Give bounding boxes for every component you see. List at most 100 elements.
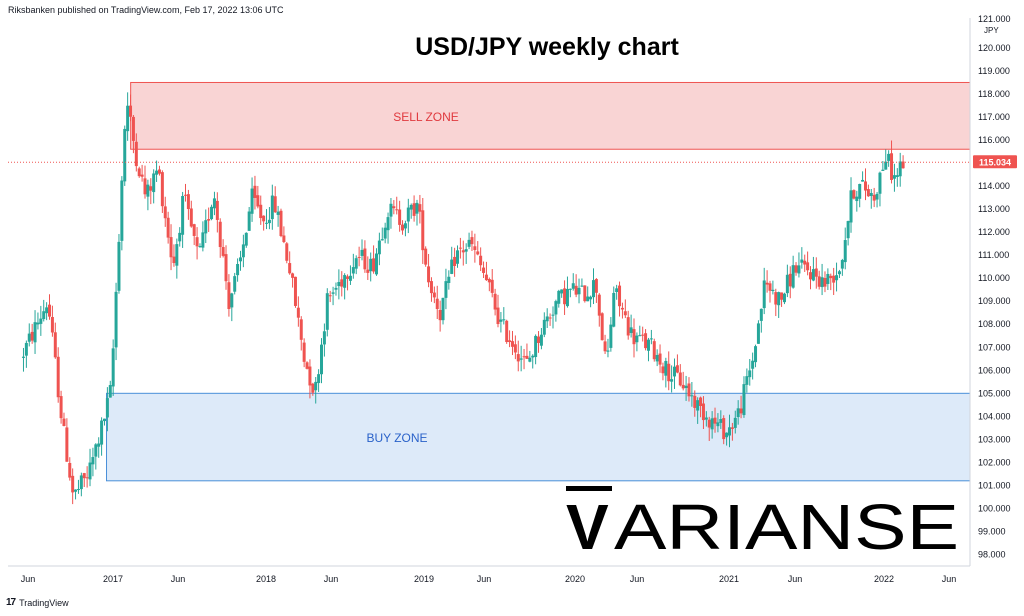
candle-body	[250, 188, 254, 214]
candle-body	[730, 427, 734, 429]
candle-body	[424, 248, 428, 265]
candle-body	[892, 175, 896, 179]
candle-body	[458, 247, 462, 249]
candle-body	[661, 366, 665, 374]
candle-body	[56, 356, 60, 398]
candle-body	[285, 243, 289, 261]
candle-body	[160, 172, 164, 207]
candle-body	[794, 265, 798, 273]
candle-body	[453, 256, 457, 266]
candle-body	[247, 211, 251, 231]
candle-body	[33, 322, 37, 343]
y-tick-label: 116.000	[978, 135, 1010, 145]
candle-body	[256, 195, 260, 207]
x-tick-label: Jun	[171, 574, 186, 584]
candle-body	[751, 360, 755, 369]
candle-body	[105, 398, 109, 418]
candle-body	[835, 275, 839, 281]
candle-body	[609, 324, 613, 348]
candle-body	[600, 313, 604, 341]
candle-body	[528, 357, 532, 362]
candle-body	[279, 210, 283, 237]
candle-body	[143, 178, 147, 195]
candle-body	[719, 419, 723, 423]
candle-body	[166, 217, 170, 238]
candle-body	[655, 354, 659, 362]
x-tick-label: 2019	[414, 574, 434, 584]
candle-body	[638, 335, 642, 337]
candle-body	[632, 329, 636, 345]
candle-body	[736, 408, 740, 418]
x-tick-label: Jun	[324, 574, 339, 584]
candle-body	[869, 192, 873, 197]
candle-body	[374, 253, 378, 275]
candle-body	[192, 224, 196, 236]
candle-body	[502, 319, 506, 321]
candle-body	[360, 249, 364, 256]
candle-body	[733, 417, 737, 428]
y-tick-label: 120.000	[978, 43, 1011, 53]
candle-body	[146, 184, 150, 197]
candle-body	[412, 203, 416, 216]
candle-body	[134, 141, 138, 167]
candle-body	[100, 420, 104, 445]
candle-body	[39, 318, 43, 324]
candle-body	[652, 341, 656, 360]
candle-body	[788, 273, 792, 287]
candle-body	[618, 285, 622, 307]
candle-body	[181, 196, 185, 235]
candle-body	[354, 258, 358, 269]
sell-zone[interactable]	[130, 81, 970, 150]
y-tick-label: 103.000	[978, 434, 1011, 444]
candle-body	[895, 175, 899, 177]
tradingview-logo-icon: 17	[6, 597, 16, 608]
candle-body	[218, 221, 222, 248]
candle-body	[727, 427, 731, 436]
candle-body	[406, 207, 410, 222]
candle-body	[843, 240, 847, 263]
candle-body	[635, 335, 639, 343]
y-tick-label: 105.000	[978, 388, 1011, 398]
candle-body	[484, 274, 488, 281]
candle-body	[76, 489, 80, 491]
candle-body	[432, 292, 436, 298]
candle-body	[542, 319, 546, 335]
candle-body	[693, 395, 697, 408]
candle-body	[357, 256, 361, 258]
tradingview-brand[interactable]: 17 TradingView	[6, 597, 69, 608]
y-tick-label: 104.000	[978, 411, 1011, 421]
candle-body	[863, 181, 867, 191]
candle-body	[881, 169, 885, 171]
candle-body	[65, 427, 69, 462]
candle-body	[389, 203, 393, 217]
candle-body	[670, 379, 674, 382]
candle-body	[114, 291, 118, 348]
candle-body	[629, 327, 633, 333]
candle-body	[574, 285, 578, 295]
candle-body	[748, 370, 752, 378]
candle-body	[343, 275, 347, 288]
candle-body	[811, 269, 815, 281]
candle-body	[265, 222, 269, 224]
candle-body	[418, 204, 422, 212]
buy-zone[interactable]	[106, 392, 970, 482]
candle-body	[809, 272, 813, 280]
candle-body	[646, 339, 650, 351]
candle-body	[800, 259, 804, 263]
candle-body	[493, 293, 497, 310]
candle-body	[476, 251, 480, 255]
candle-body	[74, 489, 78, 492]
candle-body	[713, 417, 717, 424]
candle-body	[36, 322, 40, 325]
candle-body	[644, 333, 648, 349]
candle-body	[282, 235, 286, 243]
candle-body	[369, 258, 373, 272]
candle-body	[771, 289, 775, 292]
candle-body	[649, 338, 653, 340]
y-tick-label: 102.000	[978, 457, 1011, 467]
candle-body	[259, 204, 263, 219]
candle-body	[872, 194, 876, 201]
candle-body	[45, 307, 49, 314]
candle-body	[331, 292, 335, 294]
candle-body	[725, 432, 729, 438]
